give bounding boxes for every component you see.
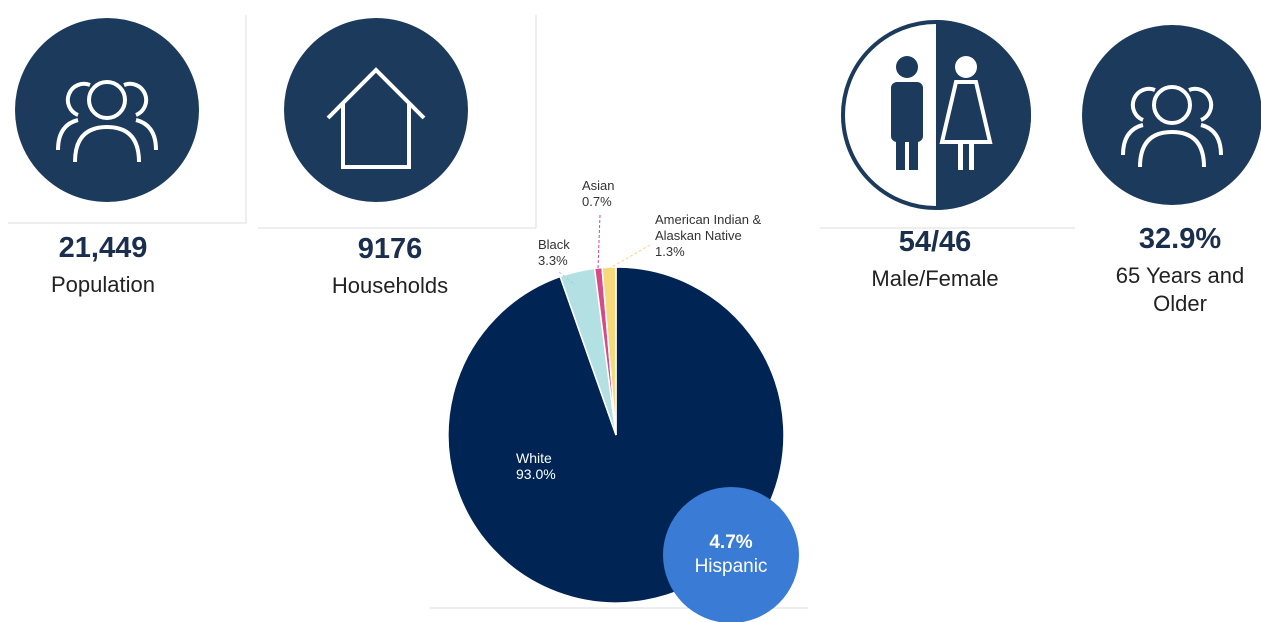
slice-value: 0.7% xyxy=(582,194,612,209)
stat-value: 21,449 xyxy=(58,232,148,264)
callout-value: 4.7% xyxy=(709,532,753,553)
slice-name: Asian xyxy=(582,178,615,193)
stat-label: Population xyxy=(51,272,155,297)
seniors-icon xyxy=(1082,25,1261,205)
stat-value: 32.9% xyxy=(1138,223,1222,255)
gender-icon xyxy=(841,20,1031,210)
stat-value: 54/46 xyxy=(898,226,972,258)
stat-population: 21,449 Population xyxy=(3,232,203,299)
slice-value: 1.3% xyxy=(655,244,685,259)
slice-value: 93.0% xyxy=(516,466,556,482)
stat-label: Households xyxy=(331,273,449,298)
stat-label: Male/Female xyxy=(871,266,999,291)
stat-value: 9176 xyxy=(357,233,423,265)
population-icon xyxy=(15,18,199,202)
stat-gender: 54/46 Male/Female xyxy=(835,226,1035,293)
slice-label: American Indian & Alaskan Native 1.3% xyxy=(655,212,790,260)
slice-name: White xyxy=(516,450,552,466)
slice-value: 3.3% xyxy=(538,253,568,268)
pie-slice xyxy=(601,266,617,436)
leaders xyxy=(558,214,651,286)
household-icon xyxy=(284,18,468,202)
stat-label: 65 Years and Older xyxy=(1115,263,1245,316)
slice-label: Asian 0.7% xyxy=(582,178,615,210)
slice-label: White 93.0% xyxy=(516,450,556,482)
hispanic-callout xyxy=(663,487,799,622)
callout-text: 4.7% Hispanic xyxy=(663,532,799,578)
slice-name: Black xyxy=(538,237,570,252)
stat-households: 9176 Households xyxy=(290,233,490,300)
slice-name: American Indian & Alaskan Native xyxy=(655,212,762,243)
callout-label: Hispanic xyxy=(694,556,768,577)
dividers xyxy=(8,15,1075,609)
slice-label: Black 3.3% xyxy=(538,237,570,269)
stat-seniors: 32.9% 65 Years and Older xyxy=(1100,223,1260,318)
